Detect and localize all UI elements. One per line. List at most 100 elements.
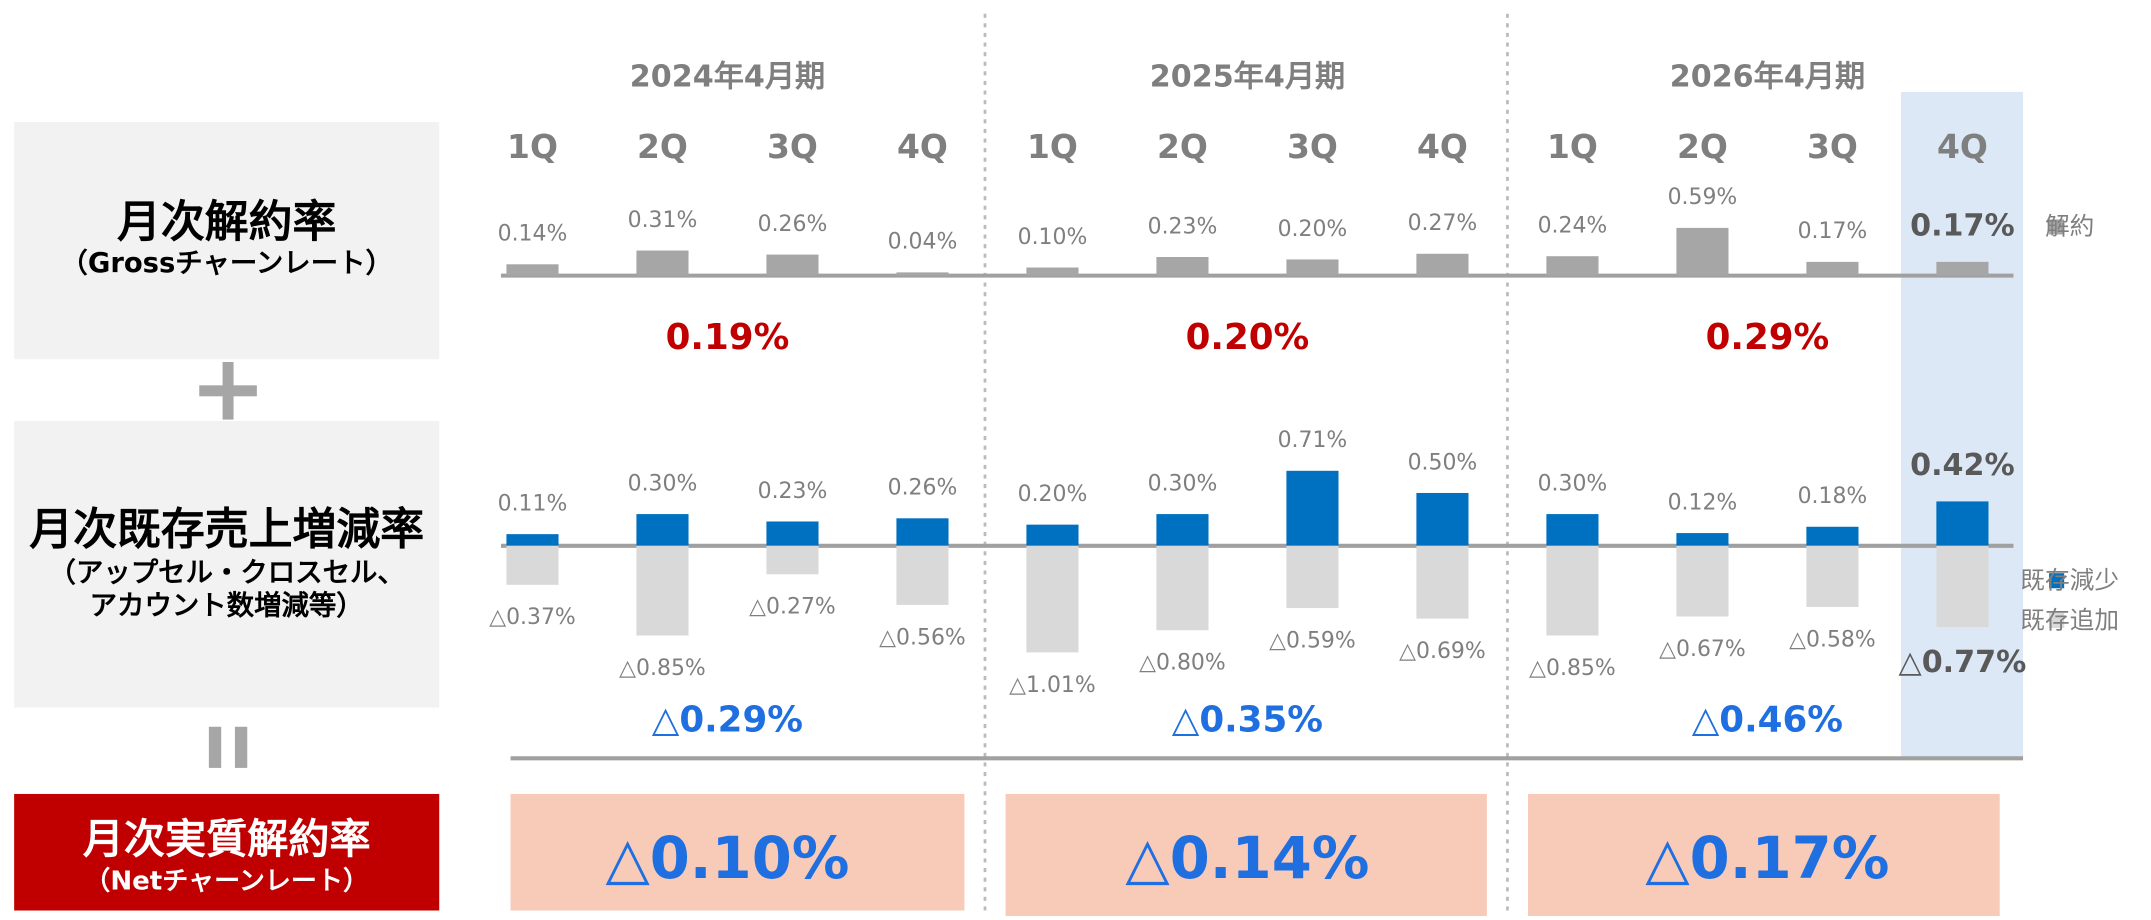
bar	[766, 521, 819, 546]
period-label: 2025年4月期	[1150, 59, 1345, 94]
bar	[1416, 492, 1469, 546]
net-value: △0.10%	[605, 825, 849, 892]
bar	[1546, 514, 1599, 546]
plus-sign	[199, 362, 257, 420]
bar	[896, 545, 949, 605]
bar	[1936, 501, 1989, 546]
value-label: 0.24%	[1538, 214, 1608, 239]
value-label: △0.77%	[1899, 645, 2027, 680]
row-subtitle: （アップセル・クロスセル、	[49, 558, 405, 589]
bar	[506, 534, 559, 546]
bar	[1546, 256, 1599, 276]
value-label: 0.10%	[1018, 225, 1088, 250]
net-box	[510, 793, 965, 911]
equals-sign	[208, 726, 248, 768]
value-label: △0.67%	[1659, 637, 1746, 662]
value-label: 0.42%	[1910, 448, 2015, 483]
bar	[896, 518, 949, 546]
bar	[1156, 257, 1209, 276]
period-label: 2026年4月期	[1670, 59, 1865, 94]
bar	[1546, 545, 1599, 636]
x-tick-label: 1Q	[1027, 127, 1078, 166]
bar	[1026, 524, 1079, 546]
bar	[1936, 545, 1989, 628]
value-label: 0.50%	[1408, 450, 1478, 475]
bar	[1286, 470, 1339, 546]
bar	[1156, 545, 1209, 631]
value-label: 0.14%	[498, 222, 568, 247]
value-label: 0.17%	[1798, 219, 1868, 244]
summary: 0.29%	[1706, 317, 1830, 358]
summary: 0.19%	[666, 317, 790, 358]
net-box	[1005, 793, 1487, 916]
bar	[1416, 545, 1469, 619]
bar	[1806, 526, 1859, 546]
highlight-column	[1900, 91, 2024, 759]
legend-swatch	[2049, 612, 2065, 629]
bar	[1416, 253, 1469, 276]
net-value: △0.14%	[1125, 825, 1369, 892]
value-label: 0.18%	[1798, 484, 1868, 509]
bar	[1026, 545, 1079, 653]
label-box	[14, 793, 440, 911]
value-label: 0.12%	[1668, 490, 1738, 515]
legend-label: 解約	[2045, 212, 2094, 241]
bar	[636, 250, 689, 276]
row-title: 月次解約率	[117, 197, 336, 248]
value-label: 0.26%	[758, 212, 828, 237]
bar	[1676, 545, 1729, 617]
legend-label: 既存追加	[2020, 605, 2119, 634]
value-label: △0.85%	[1529, 656, 1616, 681]
x-tick-label: 3Q	[767, 127, 818, 166]
row-subtitle: アカウント数増減等）	[90, 590, 364, 622]
value-label: 0.23%	[1148, 214, 1218, 239]
value-label: 0.23%	[758, 479, 828, 504]
summary: △0.46%	[1692, 699, 1843, 740]
x-tick-label: 4Q	[1937, 127, 1988, 166]
bar	[1156, 514, 1209, 546]
value-label: 0.30%	[1148, 471, 1218, 496]
bar	[896, 272, 949, 276]
x-tick-label: 1Q	[507, 127, 558, 166]
row-title: 月次実質解約率	[83, 815, 371, 863]
x-tick-label: 2Q	[637, 127, 688, 166]
x-tick-label: 1Q	[1547, 127, 1598, 166]
value-label: △0.59%	[1269, 628, 1356, 653]
value-label: 0.17%	[1910, 209, 2015, 244]
value-label: 0.20%	[1018, 482, 1088, 507]
x-tick-label: 2Q	[1677, 127, 1728, 166]
value-label: 0.59%	[1668, 185, 1738, 210]
bar	[1676, 533, 1729, 546]
period-label: 2024年4月期	[630, 59, 825, 94]
bar	[1676, 227, 1729, 276]
summary: △0.35%	[1172, 699, 1323, 740]
bar	[506, 264, 559, 276]
value-label: △0.80%	[1139, 651, 1226, 676]
value-label: 0.26%	[888, 476, 958, 501]
value-label: △1.01%	[1009, 673, 1096, 698]
value-label: 0.30%	[1538, 471, 1608, 496]
value-label: 0.31%	[628, 208, 698, 233]
row-title: 月次既存売上増減率	[29, 504, 424, 555]
row-subtitle: （Grossチャーンレート）	[60, 248, 392, 279]
bar	[1026, 267, 1079, 276]
bar	[766, 254, 819, 276]
label-box	[14, 420, 440, 708]
bar	[1286, 259, 1339, 276]
value-label: 0.71%	[1278, 428, 1348, 453]
legend-swatch	[2049, 219, 2065, 235]
net-value: △0.17%	[1645, 825, 1889, 892]
value-label: △0.58%	[1789, 627, 1876, 652]
summary: 0.20%	[1186, 317, 1310, 358]
value-label: △0.69%	[1399, 639, 1486, 664]
value-label: △0.85%	[619, 656, 706, 681]
bar	[1286, 545, 1339, 609]
x-tick-label: 4Q	[1417, 127, 1468, 166]
bar	[506, 545, 559, 585]
x-tick-label: 2Q	[1157, 127, 1208, 166]
bar	[766, 545, 819, 575]
value-label: △0.27%	[749, 595, 836, 620]
x-tick-label: 4Q	[897, 127, 948, 166]
net-box	[1528, 793, 2000, 916]
